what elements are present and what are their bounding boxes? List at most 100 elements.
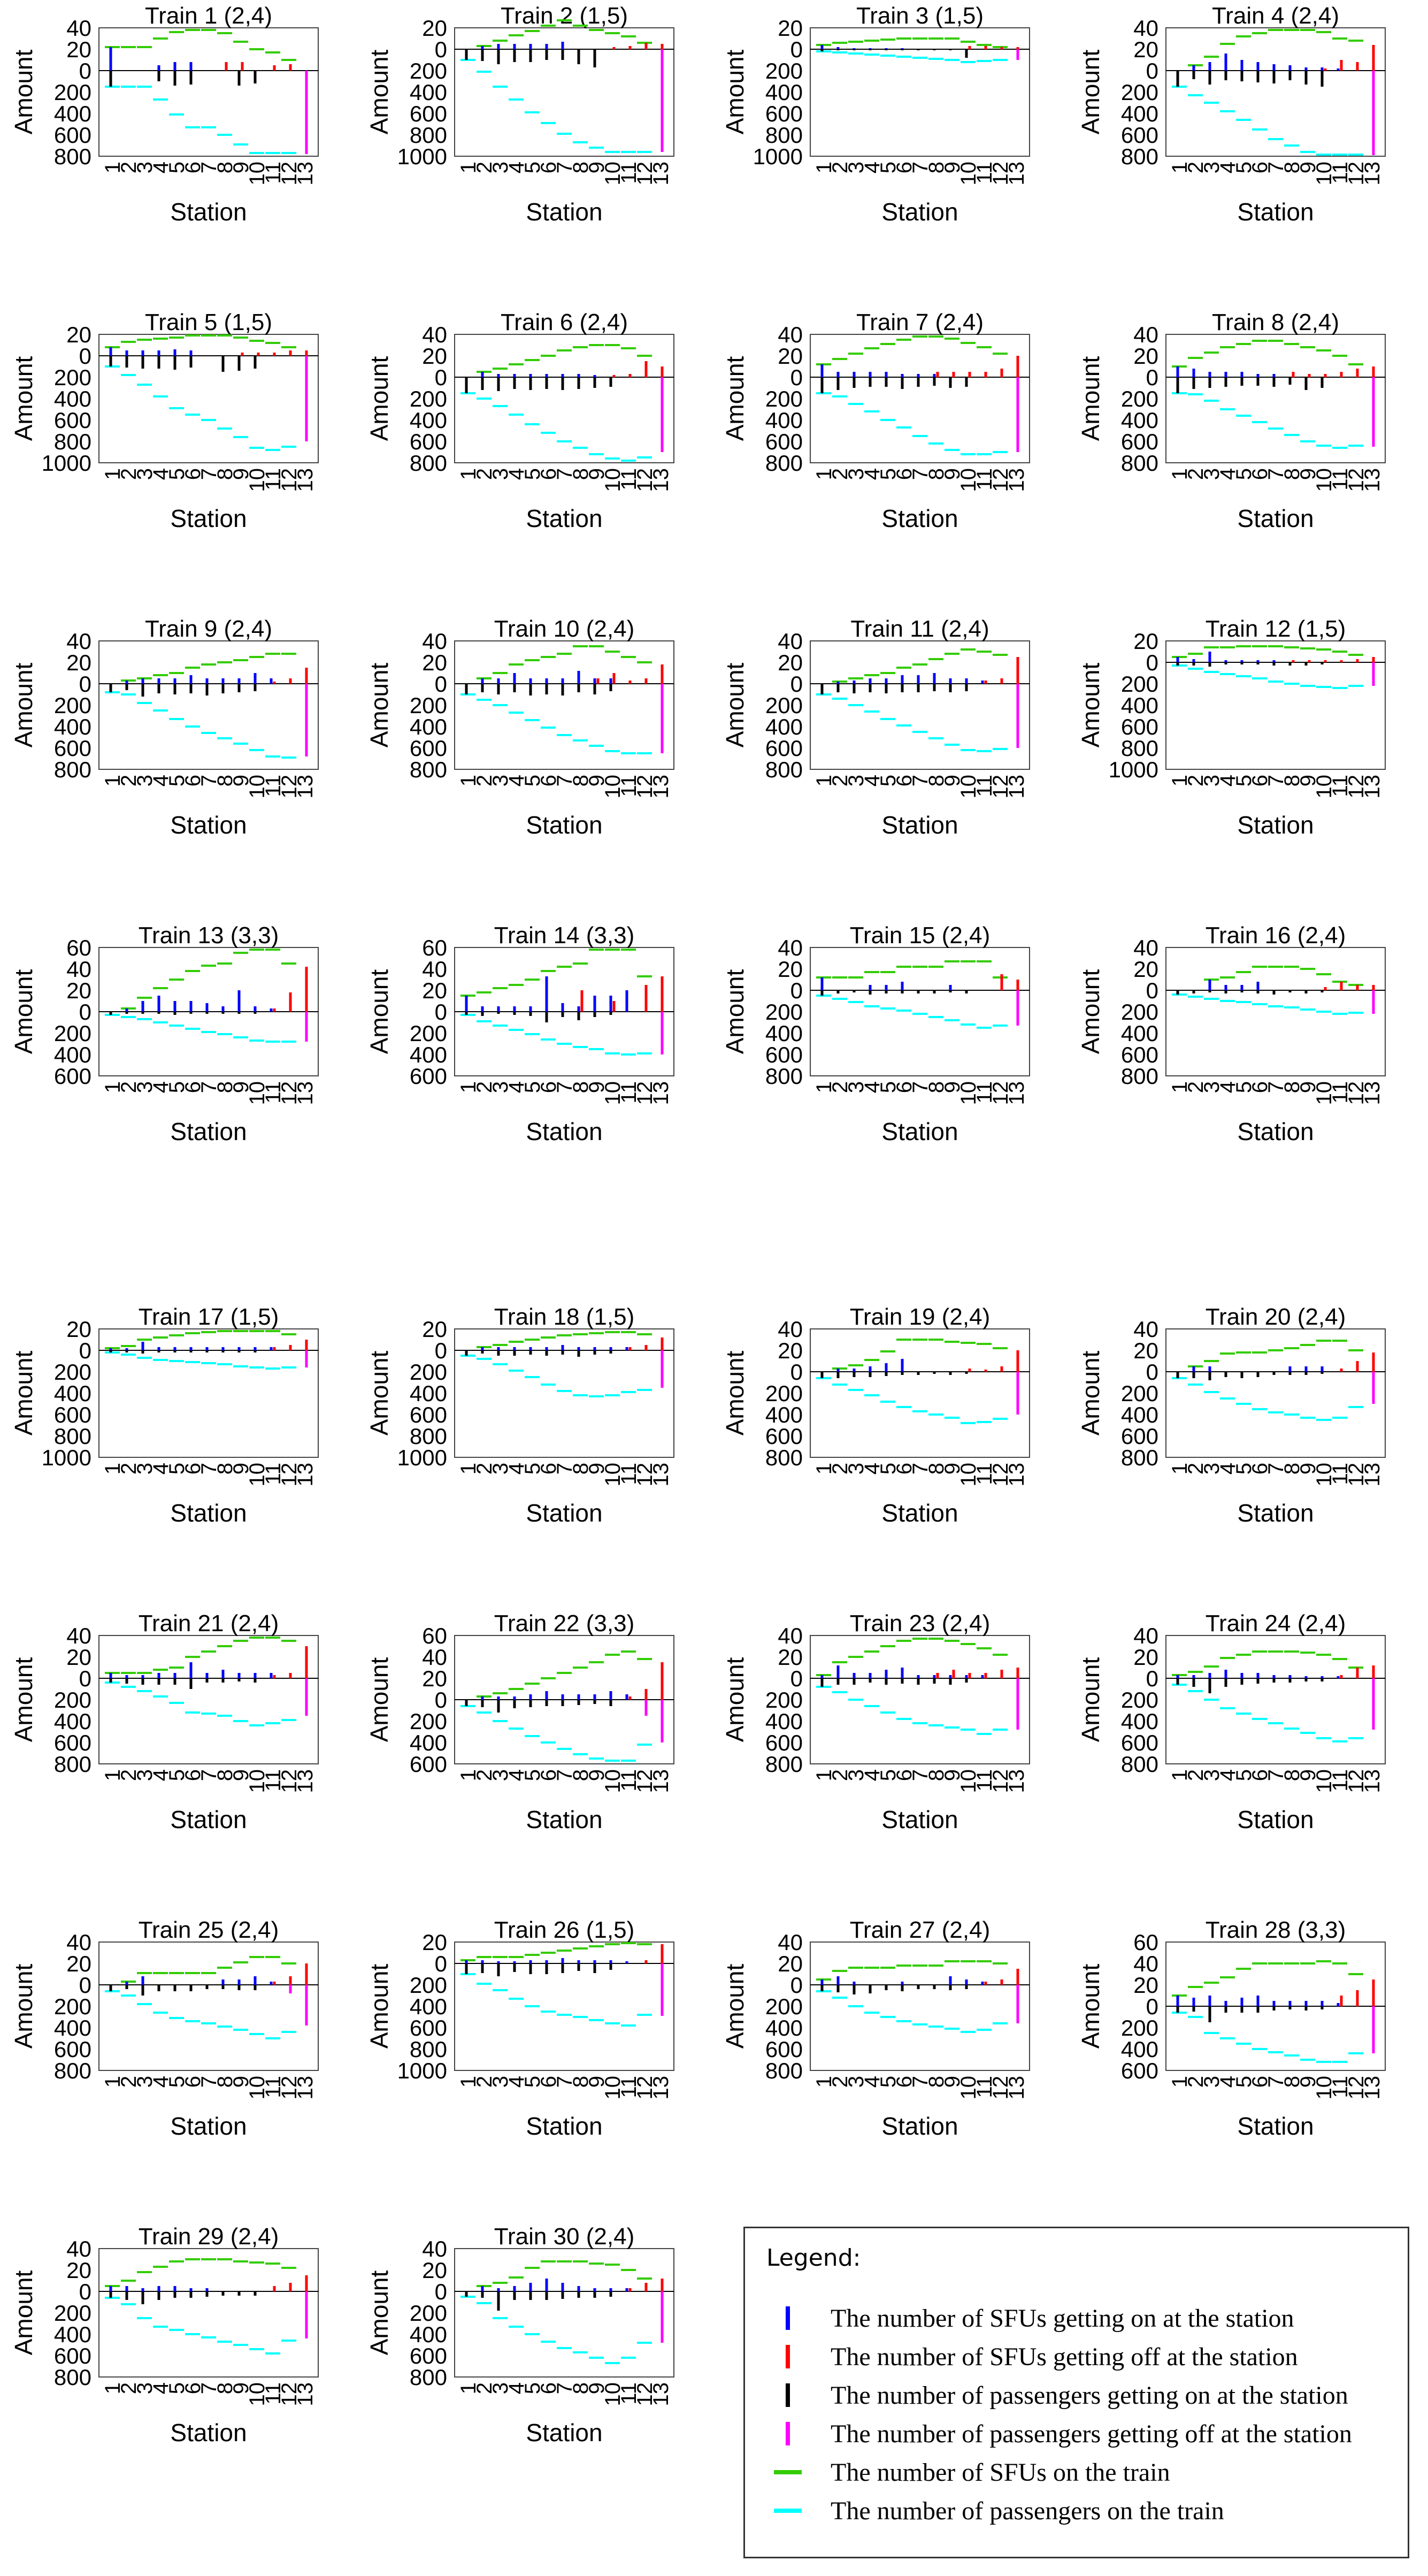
x-tick-label: 1 bbox=[101, 1463, 125, 1474]
x-tick-label: 10 bbox=[601, 1081, 625, 1105]
x-tick-label: 3 bbox=[133, 468, 157, 480]
chart-title: Train 22 (3,3) bbox=[494, 1610, 634, 1637]
x-axis-label: Station bbox=[1237, 2112, 1314, 2140]
y-tick-label: 200 bbox=[54, 693, 91, 718]
x-axis-label: Station bbox=[881, 811, 958, 839]
x-tick-label: 11 bbox=[262, 775, 285, 797]
chart-title: Train 28 (3,3) bbox=[1206, 1917, 1346, 1943]
x-tick-label: 7 bbox=[909, 775, 932, 786]
x-tick-label: 8 bbox=[213, 1769, 237, 1781]
y-axis-label: Amount bbox=[10, 1351, 37, 1436]
chart-title: Train 12 (1,5) bbox=[1206, 616, 1346, 642]
x-tick-label: 5 bbox=[877, 1769, 900, 1781]
x-tick-label: 9 bbox=[941, 1769, 964, 1781]
x-tick-label: 9 bbox=[229, 775, 253, 786]
y-tick-label: 600 bbox=[1121, 429, 1158, 454]
x-tick-label: 6 bbox=[537, 1081, 561, 1093]
y-tick-label: 200 bbox=[54, 1994, 91, 2019]
x-tick-label: 12 bbox=[278, 2076, 301, 2100]
plot-frame bbox=[98, 27, 319, 157]
y-tick-label: 400 bbox=[410, 408, 447, 433]
x-tick-label: 12 bbox=[989, 468, 1012, 492]
y-tick-label: 0 bbox=[79, 999, 91, 1025]
y-tick-label: 600 bbox=[1121, 1730, 1158, 1755]
y-tick-label: 40 bbox=[1133, 1951, 1158, 1976]
y-tick-label: 400 bbox=[54, 101, 91, 126]
y-tick-label: 600 bbox=[765, 1424, 803, 1449]
x-tick-label: 3 bbox=[1200, 1463, 1224, 1474]
x-axis-label: Station bbox=[170, 1499, 247, 1527]
y-axis-label: Amount bbox=[721, 969, 749, 1054]
y-tick-label: 800 bbox=[765, 2058, 803, 2083]
y-tick-label: 200 bbox=[54, 1021, 91, 1046]
x-tick-label: 12 bbox=[278, 1769, 301, 1793]
y-tick-label: 800 bbox=[765, 1752, 803, 1777]
x-tick-label: 10 bbox=[245, 2382, 269, 2406]
x-tick-label: 13 bbox=[294, 1463, 317, 1487]
y-tick-label: 400 bbox=[765, 2015, 803, 2040]
y-axis-label: Amount bbox=[10, 50, 37, 135]
y-tick-label: 20 bbox=[1133, 1645, 1158, 1670]
chart-title: Train 3 (1,5) bbox=[856, 3, 984, 29]
x-axis-label: Station bbox=[1237, 811, 1314, 839]
y-tick-label: 20 bbox=[66, 1951, 91, 1976]
x-tick-label: 5 bbox=[1232, 2076, 1256, 2088]
y-tick-label: 600 bbox=[410, 2343, 447, 2368]
x-tick-label: 1 bbox=[1168, 2076, 1192, 2088]
chart-title: Train 24 (2,4) bbox=[1206, 1610, 1346, 1637]
x-tick-label: 6 bbox=[893, 1463, 916, 1474]
y-tick-label: 400 bbox=[1121, 2037, 1158, 2062]
y-tick-label: 400 bbox=[1121, 1709, 1158, 1734]
y-tick-label: 200 bbox=[410, 2300, 447, 2326]
x-tick-label: 1 bbox=[101, 2076, 125, 2088]
x-axis-label: Station bbox=[881, 2112, 958, 2140]
x-axis-label: Station bbox=[1237, 1118, 1314, 1145]
y-tick-label: 400 bbox=[1121, 1402, 1158, 1427]
chart-title: Train 7 (2,4) bbox=[856, 309, 984, 335]
x-tick-label: 3 bbox=[844, 1769, 868, 1781]
y-axis-label: Amount bbox=[721, 1351, 749, 1436]
x-tick-label: 9 bbox=[229, 468, 253, 480]
x-tick-label: 12 bbox=[278, 2382, 301, 2406]
x-tick-label: 1 bbox=[812, 2076, 836, 2088]
x-tick-label: 13 bbox=[1005, 775, 1028, 799]
x-axis-label: Station bbox=[170, 1118, 247, 1145]
x-tick-label: 10 bbox=[601, 2076, 625, 2100]
x-tick-label: 9 bbox=[585, 2076, 609, 2088]
x-tick-label: 2 bbox=[1184, 468, 1208, 480]
x-tick-label: 2 bbox=[1184, 775, 1208, 786]
x-tick-label: 3 bbox=[489, 2382, 512, 2394]
x-tick-label: 9 bbox=[229, 1463, 253, 1474]
x-tick-label: 6 bbox=[893, 468, 916, 480]
y-tick-label: 800 bbox=[410, 2037, 447, 2062]
plot-frame bbox=[810, 1941, 1030, 2071]
x-tick-label: 4 bbox=[1216, 2076, 1240, 2088]
x-tick-label: 7 bbox=[553, 468, 577, 480]
y-axis-label: Amount bbox=[1077, 969, 1104, 1054]
x-tick-label: 6 bbox=[893, 2076, 916, 2088]
y-tick-label: 600 bbox=[765, 1730, 803, 1755]
x-axis-label: Station bbox=[170, 505, 247, 532]
y-tick-label: 200 bbox=[1121, 2015, 1158, 2040]
x-tick-label: 3 bbox=[133, 1463, 157, 1474]
x-axis-label: Station bbox=[881, 1118, 958, 1145]
x-tick-label: 2 bbox=[473, 1081, 496, 1093]
y-tick-label: 20 bbox=[1133, 957, 1158, 982]
x-tick-label: 11 bbox=[973, 1081, 996, 1104]
x-tick-label: 8 bbox=[925, 2076, 948, 2088]
x-tick-label: 8 bbox=[213, 2076, 237, 2088]
x-axis-label: Station bbox=[170, 2419, 247, 2447]
x-tick-label: 4 bbox=[505, 162, 528, 173]
cyan-dash-icon bbox=[772, 2495, 804, 2527]
x-tick-label: 3 bbox=[844, 1463, 868, 1474]
x-tick-label: 13 bbox=[1361, 162, 1384, 186]
x-tick-label: 5 bbox=[165, 2382, 189, 2394]
y-tick-label: 0 bbox=[1146, 1994, 1158, 2019]
x-tick-label: 13 bbox=[649, 2076, 673, 2100]
x-tick-label: 11 bbox=[617, 775, 641, 797]
y-tick-label: 0 bbox=[435, 671, 447, 697]
y-tick-label: 20 bbox=[778, 1338, 803, 1363]
y-tick-label: 600 bbox=[54, 2343, 91, 2368]
x-tick-label: 8 bbox=[569, 775, 593, 786]
x-tick-label: 11 bbox=[617, 1463, 641, 1485]
